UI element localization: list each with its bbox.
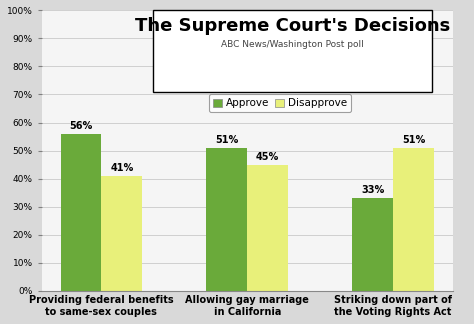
Text: ABC News/Washington Post poll: ABC News/Washington Post poll [221,40,364,49]
Text: 41%: 41% [110,163,133,173]
Text: The Supreme Court's Decisions: The Supreme Court's Decisions [135,17,450,35]
Text: 51%: 51% [402,135,425,145]
Text: 45%: 45% [256,152,279,162]
FancyBboxPatch shape [153,10,432,92]
Bar [393,148,434,291]
Text: 56%: 56% [69,121,92,131]
Bar [352,198,393,291]
Bar [247,165,288,291]
Text: 51%: 51% [215,135,238,145]
Bar [206,148,247,291]
Text: 33%: 33% [361,185,384,195]
Bar [101,176,142,291]
Bar [61,134,101,291]
Legend: Approve, Disapprove: Approve, Disapprove [209,94,351,112]
